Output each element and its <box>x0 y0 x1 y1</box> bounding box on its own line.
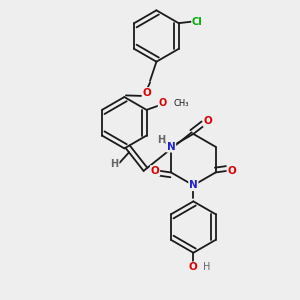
Text: N: N <box>167 142 176 152</box>
Text: O: O <box>151 166 159 176</box>
Text: H: H <box>111 159 119 170</box>
Text: O: O <box>158 98 167 108</box>
Text: Cl: Cl <box>192 16 203 27</box>
Text: N: N <box>189 180 198 190</box>
Text: O: O <box>189 262 198 272</box>
Text: CH₃: CH₃ <box>174 99 189 108</box>
Text: O: O <box>227 166 236 176</box>
Text: O: O <box>142 88 151 98</box>
Text: H: H <box>203 262 210 272</box>
Text: O: O <box>203 116 212 126</box>
Text: H: H <box>157 135 165 145</box>
